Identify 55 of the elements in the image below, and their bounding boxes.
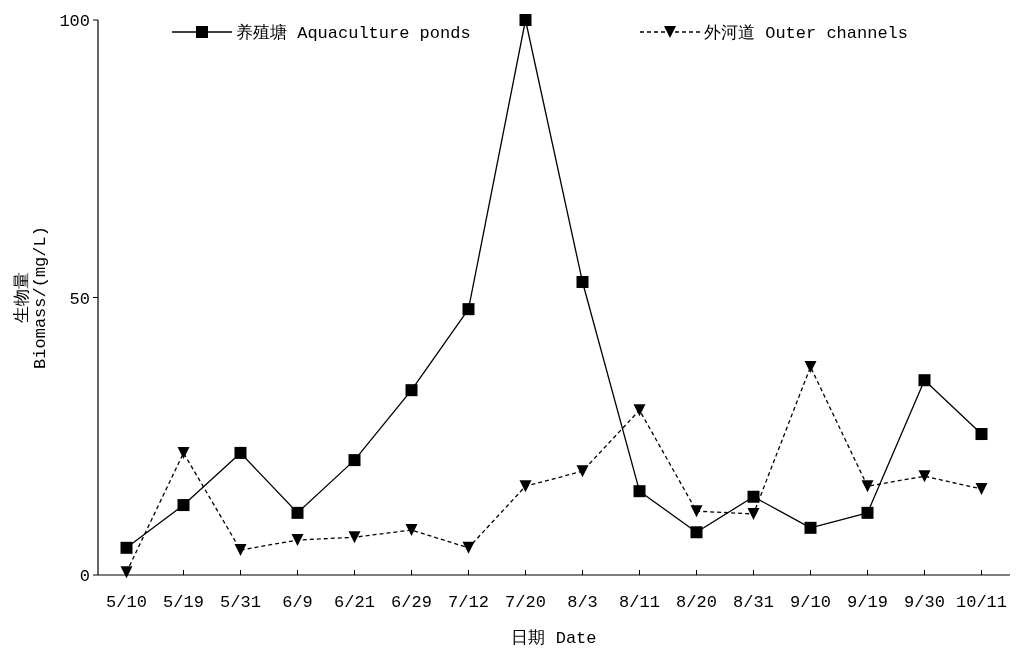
point [975, 482, 988, 495]
x-tick-label: 8/20 [676, 593, 717, 612]
point [633, 485, 646, 498]
x-tick-label: 5/19 [163, 593, 204, 612]
point [291, 534, 304, 547]
point [348, 531, 361, 544]
point [462, 303, 475, 316]
point [804, 360, 817, 373]
point [633, 404, 646, 417]
x-tick-label: 7/12 [448, 593, 489, 612]
point [918, 374, 931, 387]
point [804, 521, 817, 534]
point [576, 275, 589, 288]
point [177, 446, 190, 459]
point [177, 499, 190, 512]
legend-label: 外河道 Outer channels [704, 24, 909, 43]
point [861, 506, 874, 519]
x-tick-label: 9/30 [904, 593, 945, 612]
point [405, 384, 418, 397]
point [918, 470, 931, 483]
y-tick-label: 50 [69, 289, 90, 309]
point [462, 541, 475, 554]
point [120, 566, 133, 579]
point [690, 526, 703, 539]
x-tick-label: 6/29 [391, 593, 432, 612]
x-tick-label: 8/31 [733, 593, 774, 612]
x-tick-label: 6/9 [282, 593, 313, 612]
point [975, 428, 988, 441]
y-tick-label: 0 [79, 567, 90, 586]
y-axis-title: 生物量 Biomass/(mg/L) [13, 226, 50, 369]
point [234, 446, 247, 459]
x-tick-label: 9/19 [847, 593, 888, 612]
y-tick-label: 100 [59, 12, 90, 31]
point [519, 14, 532, 26]
x-tick-label: 5/31 [220, 593, 261, 612]
legend-label: 养殖塘 Aquaculture ponds [236, 23, 471, 43]
x-tick-label: 7/20 [505, 593, 546, 612]
point [405, 524, 418, 537]
point [348, 454, 361, 467]
x-tick-label: 6/21 [334, 593, 375, 612]
x-tick-label: 10/11 [955, 593, 1008, 612]
x-tick-label: 9/10 [790, 593, 831, 612]
point [861, 480, 874, 493]
x-tick-label: 8/11 [619, 593, 660, 612]
x-axis-title: 日期 Date [511, 629, 597, 648]
point [291, 506, 304, 519]
point [120, 541, 133, 554]
point [690, 505, 703, 518]
point [576, 465, 589, 478]
point [747, 490, 760, 503]
point [234, 544, 247, 557]
x-tick-label: 8/3 [567, 593, 598, 612]
point [747, 507, 760, 520]
point [519, 480, 532, 493]
x-tick-label: 5/10 [106, 593, 147, 612]
